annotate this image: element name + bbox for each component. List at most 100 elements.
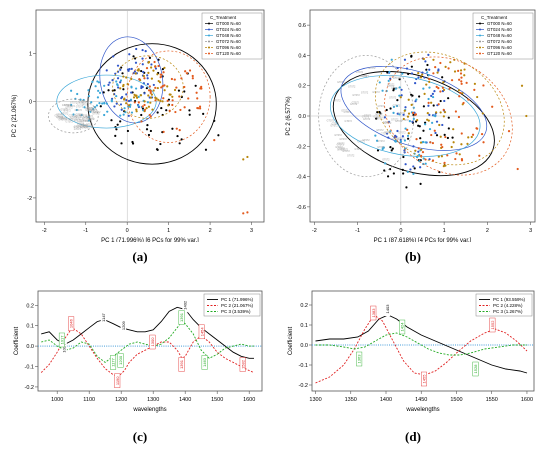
data-point <box>150 63 153 66</box>
data-point <box>173 78 176 81</box>
peak-label: 1391 <box>178 357 185 372</box>
data-point: GT072 <box>332 122 340 125</box>
legend-label: GT096 N=60 <box>487 45 512 50</box>
data-point <box>425 83 428 86</box>
data-point <box>152 83 155 87</box>
data-point <box>170 77 173 81</box>
data-point <box>159 99 162 103</box>
data-point <box>119 87 122 90</box>
data-point <box>99 105 102 108</box>
data-point: GT072 <box>337 143 345 146</box>
data-point <box>408 120 412 123</box>
data-point <box>103 84 106 87</box>
data-point <box>114 134 117 137</box>
data-point <box>476 95 479 99</box>
data-point <box>404 163 407 166</box>
data-point: GT072 <box>81 120 89 123</box>
data-point <box>404 106 407 109</box>
data-point <box>443 133 446 137</box>
data-point: GT072 <box>86 124 94 127</box>
x-tick-label: 1500 <box>450 397 462 403</box>
y-tick-label: 0.2 <box>300 303 308 309</box>
y-tick-label: 0.1 <box>26 324 34 330</box>
legend-label: GT048 N=60 <box>216 33 241 38</box>
data-point <box>386 71 389 74</box>
data-point <box>433 89 436 93</box>
data-point <box>398 86 401 89</box>
peak-label: 1582 <box>239 357 246 372</box>
data-point <box>132 96 136 99</box>
legend-label: GT072 N=60 <box>216 39 241 44</box>
data-point <box>439 99 442 103</box>
data-point <box>378 81 381 84</box>
data-point: GT072 <box>391 119 399 122</box>
data-point <box>191 74 194 78</box>
data-point <box>145 87 148 90</box>
data-point <box>146 82 149 86</box>
data-point <box>453 70 457 73</box>
x-tick-label: 1100 <box>83 397 95 403</box>
data-point: GT072 <box>63 110 71 113</box>
data-point <box>376 149 380 152</box>
data-point <box>103 102 106 105</box>
data-point <box>467 98 470 101</box>
data-point <box>87 116 90 119</box>
x-tick-label: 0 <box>399 228 402 234</box>
data-point <box>443 161 446 164</box>
data-point <box>447 127 450 130</box>
data-point: GT072 <box>81 126 89 129</box>
data-point <box>418 95 421 98</box>
data-point: GT072 <box>372 91 380 94</box>
data-point <box>185 72 189 75</box>
legend-swatch-point <box>208 52 210 55</box>
data-point <box>385 108 388 112</box>
data-point <box>430 94 433 97</box>
y-tick-label: -1 <box>27 148 32 154</box>
data-point <box>392 111 395 115</box>
data-point <box>403 139 407 142</box>
data-point <box>141 85 144 89</box>
data-point <box>428 127 432 131</box>
data-point <box>432 72 435 75</box>
data-point: GT072 <box>75 109 83 112</box>
legend-swatch-point <box>479 34 481 37</box>
data-point <box>160 73 163 76</box>
data-point <box>143 103 146 107</box>
data-point <box>161 84 164 88</box>
panel-a: -2 -1 0 1 2 3 -2 -1 0 1 PC 1 (71.996%) [6 PCs for … <box>8 2 273 242</box>
data-point <box>399 140 403 143</box>
data-point <box>420 154 423 157</box>
legend-title: C_Treatment <box>481 15 508 20</box>
data-point <box>404 127 407 130</box>
data-point <box>427 53 430 56</box>
data-point <box>148 113 151 117</box>
data-point <box>402 113 405 116</box>
data-point <box>159 142 162 146</box>
data-point <box>428 158 431 161</box>
data-point <box>146 74 149 77</box>
peak-label: 1190 <box>114 373 121 388</box>
data-point <box>116 84 119 87</box>
data-point <box>102 91 105 94</box>
data-point <box>147 71 150 74</box>
data-point <box>457 89 461 92</box>
data-point <box>198 105 202 108</box>
plot-frame <box>311 290 535 392</box>
data-point: GT072 <box>387 85 395 88</box>
data-point <box>439 90 442 93</box>
data-point <box>429 141 432 144</box>
data-point <box>119 114 122 117</box>
data-point <box>424 60 427 63</box>
peak-label-text: 1402 <box>183 300 188 310</box>
data-point <box>389 130 392 133</box>
data-point <box>188 69 192 72</box>
data-point <box>119 68 122 71</box>
data-point <box>433 129 436 132</box>
peak-label: 1200 <box>117 353 124 368</box>
peak-label-text: 1024 <box>62 343 67 353</box>
data-point <box>171 103 174 107</box>
data-point: GT072 <box>362 75 370 78</box>
loadings-line-plot-c: 1000 1100 1200 1300 1400 1500 1600 -0.2 -0.1 0.0 0… <box>14 290 263 413</box>
data-point <box>431 159 435 162</box>
data-point <box>137 104 140 107</box>
